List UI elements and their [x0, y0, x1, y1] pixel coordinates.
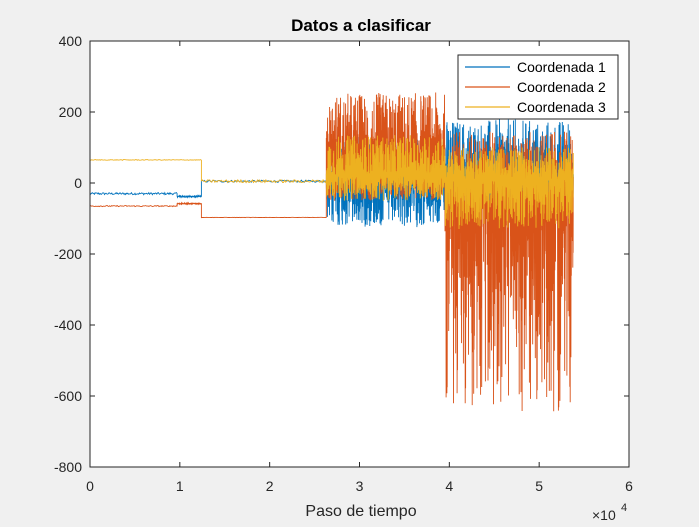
axis-ticks	[89, 40, 630, 468]
x-tick-label: 3	[356, 478, 364, 494]
y-tick-labels: 400 200 0 -200 -400 -600 -800	[54, 33, 82, 475]
y-tick-label: -600	[54, 388, 82, 404]
series-line-coordenada-3	[89, 135, 574, 230]
y-tick-label: 200	[59, 104, 83, 120]
legend-label: Coordenada 2	[517, 79, 606, 95]
x-axis-exponent-base: ×10	[592, 507, 616, 523]
legend-entry: Coordenada 1	[465, 59, 606, 75]
legend-entry: Coordenada 2	[465, 79, 606, 95]
y-tick-label: 0	[74, 175, 82, 191]
plot-series	[89, 92, 574, 412]
x-axis-label: Paso de tiempo	[305, 503, 416, 520]
x-tick-labels: 0 1 2 3 4 5 6	[86, 478, 633, 494]
x-tick-label: 5	[535, 478, 543, 494]
x-tick-label: 0	[86, 478, 94, 494]
legend-label: Coordenada 1	[517, 59, 606, 75]
x-tick-label: 2	[266, 478, 274, 494]
x-axis-exponent: ×10 4	[592, 502, 627, 523]
legend: Coordenada 1 Coordenada 2 Coordenada 3	[457, 54, 619, 120]
y-tick-label: 400	[59, 33, 83, 49]
x-tick-label: 4	[445, 478, 453, 494]
y-tick-label: -200	[54, 246, 82, 262]
y-tick-label: -800	[54, 459, 82, 475]
x-tick-label: 1	[176, 478, 184, 494]
x-axis-exponent-power: 4	[621, 502, 627, 514]
chart-title: Datos a clasificar	[291, 16, 431, 35]
legend-label: Coordenada 3	[517, 99, 606, 115]
y-tick-label: -400	[54, 317, 82, 333]
legend-entry: Coordenada 3	[465, 99, 606, 115]
x-tick-label: 6	[625, 478, 633, 494]
